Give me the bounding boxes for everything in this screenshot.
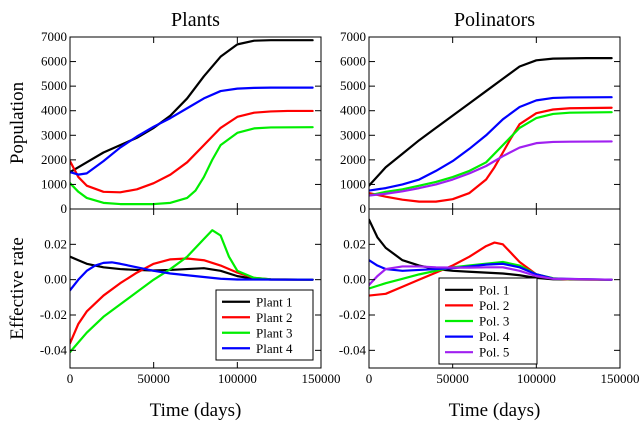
plants-population-series-3	[70, 126, 314, 206]
pollinators-rate-panel: -0.04 -0.02 0.00 0.02 0 50000 100000 150000 Time…	[339, 208, 639, 421]
plants-population-ytick-label: 1000	[41, 176, 67, 191]
pollinators-rate-ytick-label: -0.02	[339, 307, 366, 322]
pollinators-population-title: Polinators	[454, 9, 535, 31]
plants-population-series-2	[70, 109, 314, 194]
pollinators-rate-ytick-label: 0.02	[343, 236, 366, 251]
plants-population-ytick-label: 5000	[41, 78, 67, 93]
plants-rate-frame	[69, 208, 322, 369]
plants-rate-ytick-label: 0.00	[44, 272, 67, 287]
pollinators-population-ytick-label: 5000	[340, 78, 366, 93]
pollinators-population-ytick-label: 1000	[340, 176, 366, 191]
plants-population-ytick-label: 0	[61, 201, 68, 216]
pollinators-population-panel: 0 1000 2000 3000 4000 5000 6000 7000 Polinators	[340, 9, 621, 216]
pollinators-population-series-5	[369, 140, 613, 197]
pollinators-population-ytick-label: 2000	[340, 152, 366, 167]
pollinators-rate-xtick-label: 100000	[517, 371, 556, 386]
pollinators-rate-xtick-label: 50000	[436, 371, 469, 386]
pollinators-rate-legend-label: Pol. 5	[479, 345, 509, 360]
pollinators-population-ytick-label: 6000	[340, 54, 366, 69]
plants-rate-legend-label: Plant 4	[256, 341, 293, 356]
plants-rate-panel: -0.04 -0.02 0.00 0.02 0 50000 100000 150000 Time…	[7, 208, 341, 421]
pollinators-rate-ytick-label: -0.04	[339, 342, 367, 357]
plants-population-ytick-label: 6000	[41, 54, 67, 69]
plants-population-title: Plants	[171, 9, 220, 31]
pollinators-rate-xtick-label: 150000	[601, 371, 639, 386]
plants-rate-ytick-label: -0.02	[40, 307, 67, 322]
plants-population-series-4	[70, 86, 314, 176]
pollinators-rate-legend-label: Pol. 3	[479, 314, 509, 329]
pollinators-rate-series-5	[369, 265, 613, 287]
pollinators-population-ytick-label: 7000	[340, 29, 366, 44]
pollinators-rate-series-1	[369, 218, 613, 281]
plants-rate-legend-label: Plant 3	[256, 325, 292, 340]
plants-population-ytick-label: 2000	[41, 152, 67, 167]
plants-rate-legend-label: Plant 2	[256, 310, 292, 325]
plants-rate-ytick-label: 0.02	[44, 236, 67, 251]
plants-population-ytick-label: 4000	[41, 103, 67, 118]
plants-rate-xlabel: Time (days)	[150, 400, 242, 421]
pollinators-rate-xtick-label: 0	[366, 371, 373, 386]
plants-rate-series-4	[70, 261, 314, 292]
plants-rate-xtick-label: 100000	[218, 371, 257, 386]
plants-population-ytick-label: 3000	[41, 127, 67, 142]
plants-rate-legend-label: Plant 1	[256, 294, 292, 309]
pollinators-rate-legend-label: Pol. 4	[479, 329, 510, 344]
pollinators-population-series-4	[369, 96, 613, 192]
plants-rate-ytick-label: -0.04	[40, 342, 68, 357]
plants-rate-xtick-label: 150000	[302, 371, 341, 386]
plants-rate-series-3	[70, 229, 314, 354]
pollinators-population-series-3	[369, 111, 613, 197]
plants-population-panel: 0 1000 2000 3000 4000 5000 6000 7000 Plants Popul…	[7, 9, 322, 216]
pollinators-rate-frame	[368, 208, 621, 369]
plants-rate-ylabel: Effective rate	[7, 237, 28, 340]
pollinators-rate-legend-label: Pol. 1	[479, 282, 509, 297]
plants-population-ylabel: Population	[7, 81, 28, 164]
pollinators-population-series-2	[369, 106, 613, 203]
pollinators-population-ytick-label: 4000	[340, 103, 366, 118]
plants-population-series-1	[70, 39, 314, 174]
plants-rate-xtick-label: 50000	[137, 371, 170, 386]
plants-population-frame	[69, 36, 322, 210]
pollinators-population-series-1	[369, 57, 613, 187]
plants-rate-xtick-label: 0	[67, 371, 74, 386]
pollinators-population-ytick-label: 3000	[340, 127, 366, 142]
pollinators-rate-legend-label: Pol. 2	[479, 298, 509, 313]
plants-population-ytick-label: 7000	[41, 29, 67, 44]
pollinators-rate-xlabel: Time (days)	[449, 400, 541, 421]
pollinators-rate-ytick-label: 0.00	[343, 272, 366, 287]
pollinators-population-ytick-label: 0	[360, 201, 367, 216]
